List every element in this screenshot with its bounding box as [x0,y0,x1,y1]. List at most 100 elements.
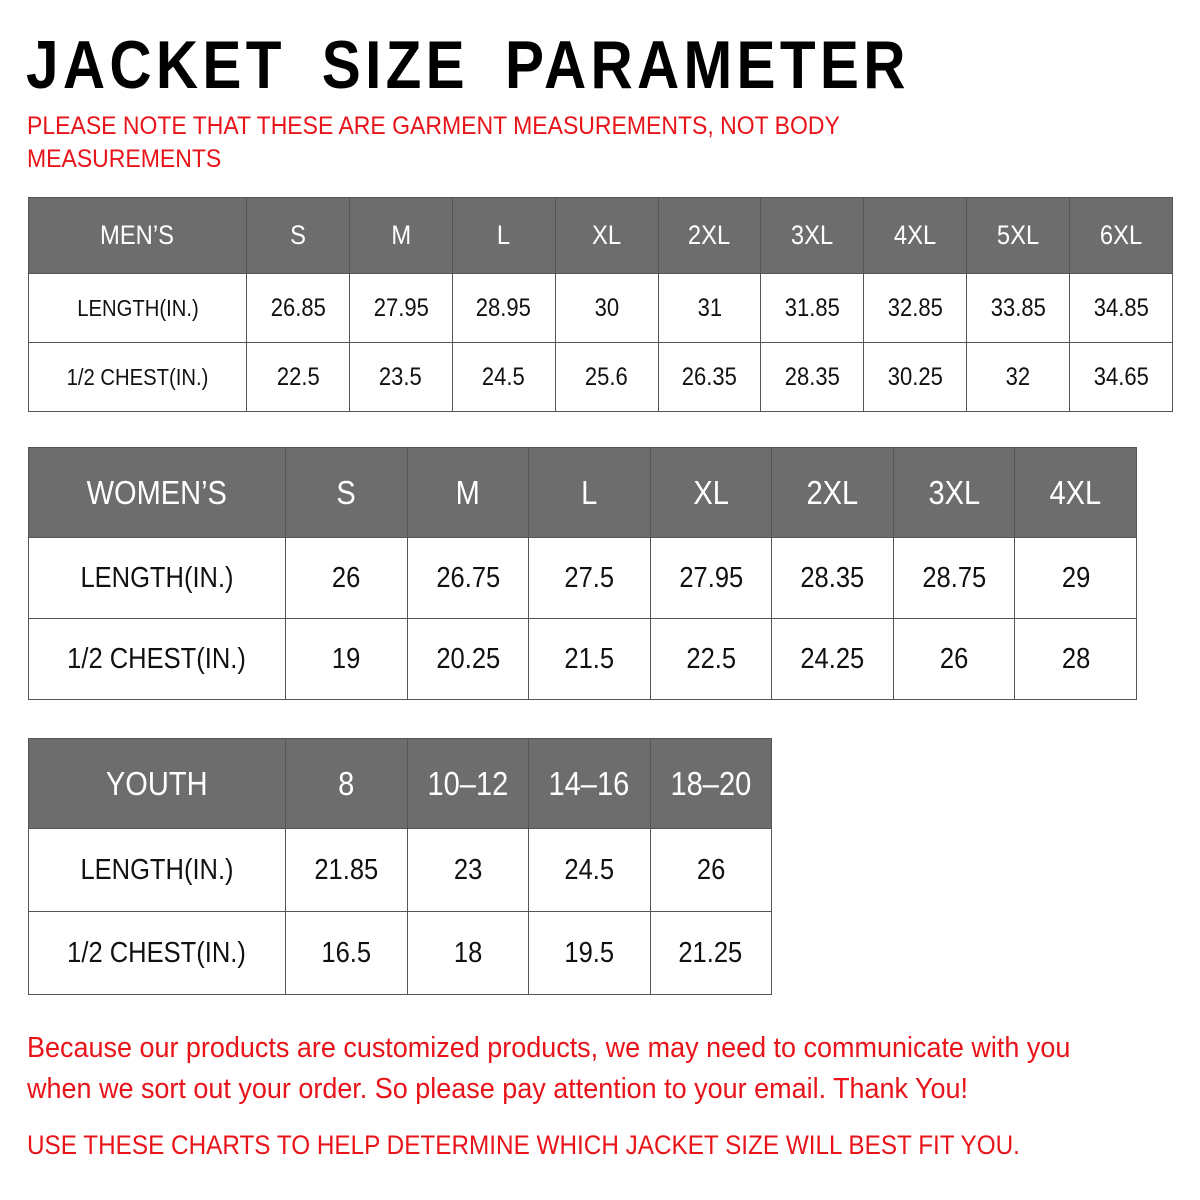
cell-text: 34.65 [1093,362,1149,391]
cell-text: 1/2 CHEST(IN.) [67,642,247,675]
cell-text: 2XL [806,473,859,511]
cell-text: 22.5 [276,362,320,391]
cell-text: LENGTH(IN.) [80,853,234,886]
cell-text: M [390,220,411,250]
table-title-cell: MEN’S [28,197,247,274]
size-header-cell: 6XL [1069,197,1173,274]
table-row: 1/2 CHEST(IN.) 19 20.25 21.5 22.5 24.25 26 28 [28,618,1137,700]
cell-text: 18–20 [670,764,752,802]
cell-text: 26 [332,561,361,594]
cell-text: 22.5 [686,642,736,675]
size-header-cell: L [451,197,556,274]
cell-text: 21.85 [314,853,379,886]
size-header-cell: 5XL [966,197,1070,274]
table-row: LENGTH(IN.) 26 26.75 27.5 27.95 28.35 28.75 29 [28,537,1137,619]
cell-text: 33.85 [990,293,1046,322]
header-row: WOMEN’S S M L XL 2XL 3XL 4XL [28,447,1137,538]
row-label-cell: LENGTH(IN.) [28,273,247,343]
value-cell: 26 [649,828,772,912]
cell-text: 30 [594,293,619,322]
womens-size-table: WOMEN’S S M L XL 2XL 3XL 4XL LENGTH(IN.) 26 26.75 2… [28,447,1137,700]
cell-text: 26.75 [435,561,500,594]
size-header-cell: 2XL [657,197,762,274]
size-header-cell: 14–16 [528,738,651,829]
cell-text: 8 [338,764,355,802]
cell-text: 32 [1005,362,1031,391]
cell-text: XL [693,473,729,511]
cell-text: 28.95 [476,293,532,322]
cell-text: 23 [453,853,482,886]
table-title-cell: YOUTH [28,738,286,829]
value-cell: 19 [285,618,408,700]
cell-text: 4XL [894,220,937,250]
cell-text: 25.6 [585,362,628,391]
cell-text: 2XL [688,220,731,250]
value-cell: 20.25 [406,618,530,700]
size-header-cell: XL [554,197,659,274]
value-cell: 28 [1014,618,1137,700]
value-cell: 18 [406,911,529,995]
cell-text: 5XL [996,220,1040,250]
table-row: 1/2 CHEST(IN.) 16.5 18 19.5 21.25 [28,911,772,995]
cell-text: 31 [697,293,722,322]
row-label-cell: LENGTH(IN.) [28,828,286,912]
size-header-cell: 3XL [892,447,1016,538]
cell-text: S [336,473,356,511]
cell-text: 26 [696,853,725,886]
cell-text: 16.5 [321,936,372,969]
cell-text: 30.25 [887,362,943,391]
cell-text: LENGTH(IN.) [80,561,234,594]
size-header-cell: L [528,447,651,538]
cell-text: 31.85 [784,293,840,322]
value-cell: 21.5 [528,618,651,700]
cell-text: 14–16 [548,764,630,802]
row-label-cell: 1/2 CHEST(IN.) [28,342,247,412]
cell-text: 18 [453,936,482,969]
cell-text: 4XL [1049,473,1102,511]
cell-text: 19 [332,642,361,675]
value-cell: 22.5 [649,618,773,700]
cell-text: 24.5 [564,853,615,886]
cell-text: 27.5 [564,561,615,594]
value-cell: 24.5 [528,828,651,912]
cell-text: 34.85 [1093,293,1149,322]
row-label-cell: 1/2 CHEST(IN.) [28,618,286,700]
cell-text: M [455,473,480,511]
cell-text: XL [592,220,622,250]
table-title-cell: WOMEN’S [28,447,286,538]
cell-text: 26.35 [681,362,737,391]
value-cell: 27.95 [348,273,453,343]
cell-text: 19.5 [564,936,615,969]
size-header-cell: 3XL [760,197,865,274]
value-cell: 28.35 [760,342,865,412]
value-cell: 31 [657,273,762,343]
cell-text: L [497,220,511,250]
value-cell: 19.5 [528,911,651,995]
value-cell: 32 [966,342,1070,412]
value-cell: 32.85 [863,273,968,343]
mens-size-table: MEN’S S M L XL 2XL 3XL 4XL 5XL 6XL LENGTH(IN.) 26.8… [28,197,1173,412]
size-header-cell: S [246,197,350,274]
cell-text: 24.5 [482,362,526,391]
value-cell: 28.95 [451,273,556,343]
header-row: MEN’S S M L XL 2XL 3XL 4XL 5XL 6XL [28,197,1173,274]
value-cell: 23.5 [348,342,453,412]
cell-text: 27.95 [679,561,743,594]
cell-text: WOMEN’S [86,473,228,511]
cell-text: 10–12 [427,764,509,802]
size-header-cell: 4XL [1014,447,1137,538]
cell-text: 29 [1061,561,1090,594]
value-cell: 24.5 [451,342,556,412]
value-cell: 21.25 [649,911,772,995]
cell-text: 21.5 [564,642,615,675]
value-cell: 23 [406,828,529,912]
value-cell: 27.95 [649,537,773,619]
size-header-cell: S [285,447,408,538]
cell-text: 21.25 [678,936,743,969]
size-header-cell: 2XL [771,447,894,538]
value-cell: 26.85 [246,273,350,343]
footer-advice: USE THESE CHARTS TO HELP DETERMINE WHICH… [27,1130,1020,1160]
cell-text: 26 [939,642,969,675]
cell-text: 1/2 CHEST(IN.) [67,936,247,969]
value-cell: 30 [554,273,659,343]
